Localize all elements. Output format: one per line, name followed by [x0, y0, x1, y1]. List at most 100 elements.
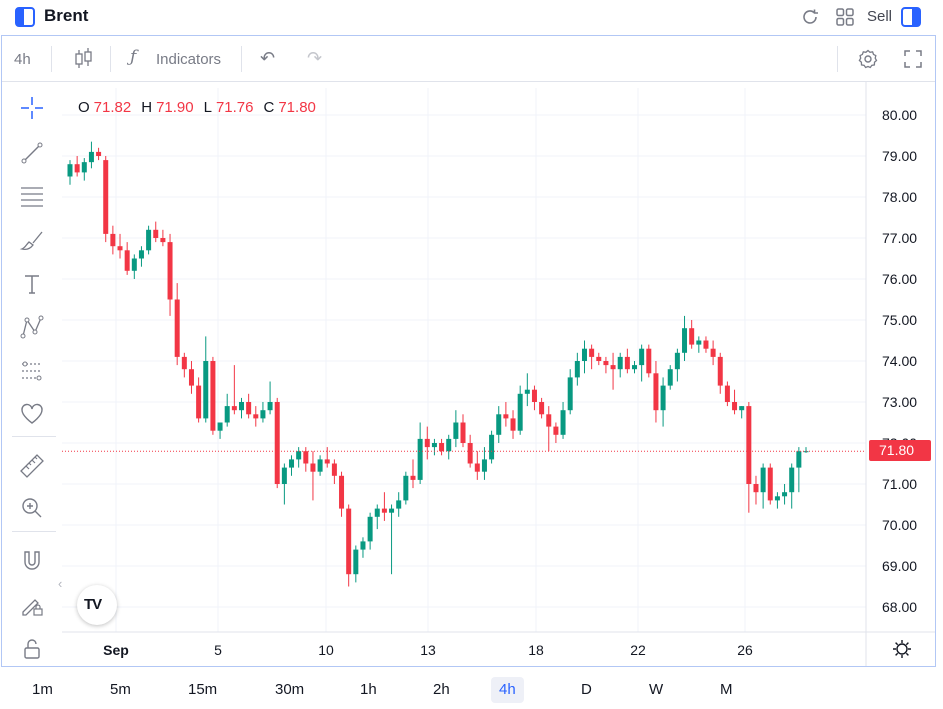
candle-body	[160, 238, 166, 243]
timeframe-1h-button[interactable]: 1h	[360, 681, 377, 698]
trend-line-icon[interactable]	[19, 140, 45, 166]
candle	[296, 447, 302, 468]
toolbar-divider	[837, 46, 838, 72]
open-value: 71.82	[93, 99, 132, 116]
candle-body	[717, 356, 723, 386]
timeframe-15m-button[interactable]: 15m	[188, 681, 218, 698]
lock-pencil-icon[interactable]	[19, 592, 45, 618]
refresh-icon[interactable]	[799, 6, 821, 28]
candle-body	[467, 443, 473, 464]
candle-body	[210, 361, 216, 431]
candle	[381, 492, 387, 521]
undo-icon[interactable]: ↶	[260, 48, 276, 68]
right-panel-toggle-icon[interactable]	[901, 7, 921, 27]
candle	[196, 377, 202, 423]
candle-body	[682, 328, 688, 353]
candle	[453, 410, 459, 448]
candle-body	[789, 467, 795, 493]
zoom-in-icon[interactable]	[19, 495, 45, 521]
layout-grid-icon[interactable]	[834, 6, 856, 28]
candle-body	[610, 365, 616, 370]
pattern-icon[interactable]	[19, 314, 45, 340]
lock-icon[interactable]	[19, 636, 45, 662]
candle	[481, 447, 487, 480]
grid	[62, 88, 866, 632]
fx-icon[interactable]: ƒ	[130, 47, 137, 67]
candle-body	[117, 246, 123, 251]
sell-button[interactable]: Sell	[867, 8, 893, 25]
timeframe-bar: 1m 5m 15m 30m 1h 2h 4h D W M	[0, 668, 943, 709]
candle	[639, 344, 645, 382]
candle	[717, 352, 723, 394]
fullscreen-icon[interactable]	[902, 48, 924, 70]
candle-body	[360, 541, 366, 550]
candle-body	[246, 402, 252, 415]
candle	[546, 406, 552, 452]
candle-body	[389, 508, 395, 513]
timeframe-d-button[interactable]: D	[581, 681, 592, 698]
candle	[624, 348, 630, 374]
candle	[88, 141, 94, 169]
candles	[67, 141, 809, 587]
y-tick-label: 78.00	[882, 189, 917, 205]
heart-icon[interactable]	[19, 401, 45, 427]
axes: 80.00 79.00 78.00 77.00 76.00 75.00 74.00 73.00…	[62, 82, 935, 666]
text-icon[interactable]	[19, 271, 45, 297]
candle	[289, 455, 295, 476]
candle-body	[774, 496, 780, 501]
candle-body	[453, 422, 459, 439]
timeframe-4h-button[interactable]: 4h	[491, 677, 524, 703]
long-position-icon[interactable]	[19, 358, 45, 384]
toolbar-divider	[51, 46, 52, 72]
collapse-toolbar-icon[interactable]: ‹	[58, 576, 63, 591]
timeframe-m-button[interactable]: M	[720, 681, 733, 698]
candle	[724, 381, 730, 407]
candle	[753, 475, 759, 505]
horizontal-lines-icon[interactable]	[19, 183, 45, 209]
interval-button[interactable]: 4h	[14, 51, 31, 68]
candle-body	[753, 484, 759, 493]
candle	[160, 229, 166, 247]
candle-body	[724, 385, 730, 402]
candle-body	[324, 459, 330, 464]
tradingview-logo[interactable]	[77, 585, 117, 625]
candle-body	[660, 385, 666, 411]
close-value: 71.80	[278, 99, 316, 116]
crosshair-icon[interactable]	[19, 95, 45, 121]
timeframe-5m-button[interactable]: 5m	[110, 681, 131, 698]
candle	[224, 393, 230, 427]
y-tick-label: 69.00	[882, 558, 917, 574]
candle	[246, 393, 252, 419]
candle	[153, 221, 159, 243]
candle-body	[524, 389, 530, 394]
candle-body	[346, 508, 352, 575]
candle	[696, 336, 702, 353]
candle-body	[67, 164, 73, 177]
candle-body	[396, 500, 402, 509]
time-axis-settings-icon[interactable]	[892, 639, 912, 659]
candle	[374, 504, 380, 530]
sidebar-toggle-icon[interactable]	[15, 7, 35, 27]
settings-gear-icon[interactable]	[857, 48, 879, 70]
timeframe-w-button[interactable]: W	[649, 681, 664, 698]
candle-body	[310, 463, 316, 472]
candle-body	[146, 229, 152, 251]
redo-icon[interactable]: ↷	[307, 48, 323, 68]
brush-icon[interactable]	[19, 227, 45, 253]
candle-body	[167, 242, 173, 300]
ohlc-legend: O 71.82 H 71.90 L 71.76 C 71.80	[78, 99, 322, 116]
candle	[274, 397, 280, 489]
timeframe-30m-button[interactable]: 30m	[275, 681, 305, 698]
candles-icon[interactable]	[72, 46, 94, 72]
candle	[181, 352, 187, 378]
magnet-icon[interactable]	[19, 548, 45, 574]
x-tick-label: 18	[528, 642, 544, 658]
candle-body	[474, 463, 480, 472]
indicators-button[interactable]: Indicators	[156, 51, 222, 68]
candle	[260, 402, 266, 423]
ruler-icon[interactable]	[19, 453, 45, 479]
timeframe-2h-button[interactable]: 2h	[433, 681, 450, 698]
timeframe-1m-button[interactable]: 1m	[32, 681, 53, 698]
candle-body	[617, 356, 623, 370]
